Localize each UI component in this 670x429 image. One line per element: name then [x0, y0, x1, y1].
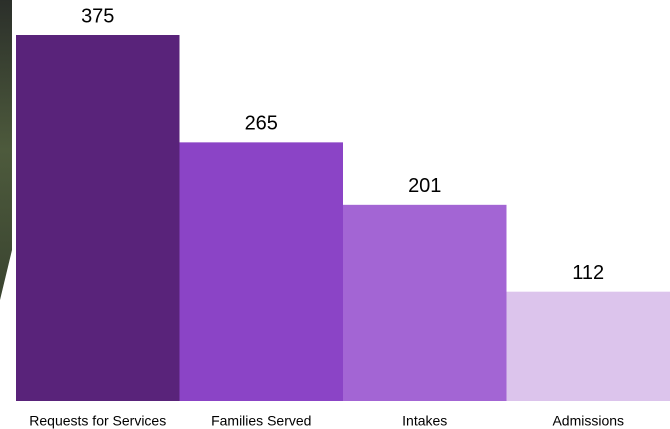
bar	[506, 291, 670, 401]
bar	[179, 142, 343, 402]
x-tick-label: Requests for Services	[29, 413, 166, 429]
bar	[16, 35, 180, 401]
x-tick-label: Admissions	[552, 413, 624, 429]
x-tick-label: Intakes	[402, 413, 447, 429]
value-label: 265	[245, 113, 278, 135]
x-tick-label: Families Served	[211, 413, 311, 429]
value-label: 112	[572, 262, 604, 284]
bar	[343, 204, 507, 401]
value-label: 375	[81, 5, 114, 27]
value-label: 201	[408, 175, 441, 197]
background-photo	[0, 0, 12, 300]
